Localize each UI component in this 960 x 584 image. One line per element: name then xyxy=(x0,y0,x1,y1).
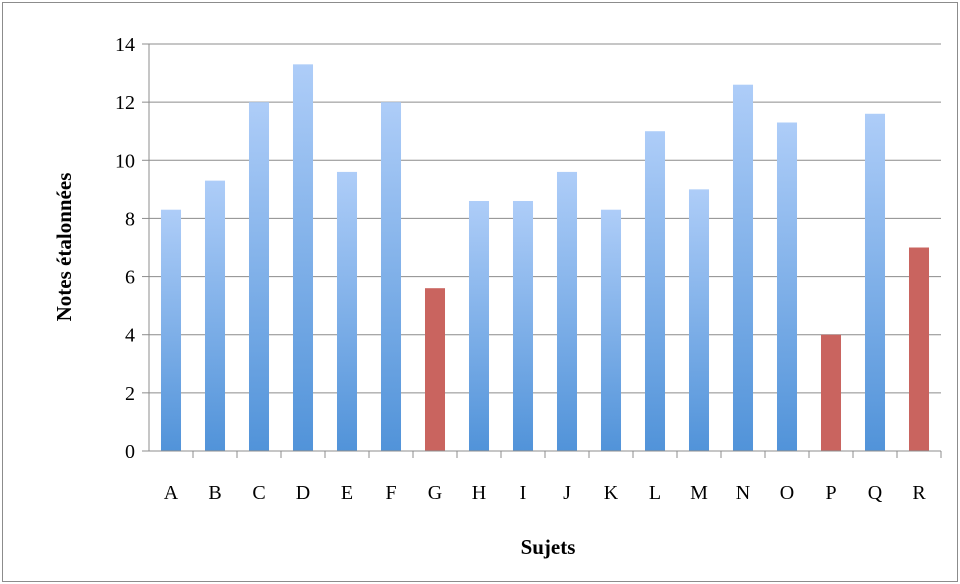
y-tick-label: 0 xyxy=(125,441,135,463)
bar-l xyxy=(644,131,666,451)
x-axis-title: Sujets xyxy=(521,535,576,559)
bar-d xyxy=(292,64,314,451)
bar-n xyxy=(732,84,754,451)
x-tick-label: N xyxy=(736,482,750,504)
bar-a xyxy=(160,209,182,451)
bar-c xyxy=(248,102,270,452)
x-tick-label: D xyxy=(296,482,310,504)
x-tick-label: P xyxy=(825,482,836,504)
bar-b xyxy=(204,180,226,451)
y-tick-label: 12 xyxy=(115,92,135,114)
bar-q xyxy=(864,113,886,452)
bar-m xyxy=(688,189,710,451)
x-tick-label: H xyxy=(472,482,486,504)
x-tick-label: B xyxy=(208,482,221,504)
y-tick-label: 8 xyxy=(125,208,135,230)
x-tick-label: J xyxy=(563,482,571,504)
x-tick-label: A xyxy=(164,482,179,504)
bars xyxy=(160,64,930,452)
bar-h xyxy=(468,200,490,451)
bar-e xyxy=(336,171,358,451)
bar-r xyxy=(908,247,930,451)
y-tick-label: 6 xyxy=(125,267,135,289)
x-tick-label: E xyxy=(341,482,353,504)
x-tick-label: R xyxy=(912,482,926,504)
x-tick-label: I xyxy=(520,482,527,504)
bar-k xyxy=(600,209,622,451)
axes xyxy=(142,43,942,458)
x-tick-label: K xyxy=(604,482,619,504)
y-tick-label: 4 xyxy=(125,325,135,347)
y-axis-title: Notes étalonnées xyxy=(52,173,76,322)
bar-p xyxy=(820,334,842,451)
bar-f xyxy=(380,102,402,452)
x-tick-label: M xyxy=(690,482,708,504)
y-tick-label: 2 xyxy=(125,383,135,405)
tick-labels: 0 2 4 6 8 10 12 14 A B C D E F G H I J K L M N O P Q R xyxy=(115,34,926,504)
bar-i xyxy=(512,200,534,451)
bar-j xyxy=(556,171,578,451)
x-tick-label: Q xyxy=(868,482,883,504)
y-tick-label: 14 xyxy=(115,34,135,56)
bar-g xyxy=(424,288,446,451)
x-tick-label: G xyxy=(428,482,442,504)
x-tick-label: O xyxy=(780,482,794,504)
x-tick-label: F xyxy=(385,482,396,504)
y-tick-label: 10 xyxy=(115,150,135,172)
bar-o xyxy=(776,122,798,451)
gridlines xyxy=(149,43,941,394)
x-tick-label: C xyxy=(252,482,265,504)
x-tick-label: L xyxy=(649,482,661,504)
